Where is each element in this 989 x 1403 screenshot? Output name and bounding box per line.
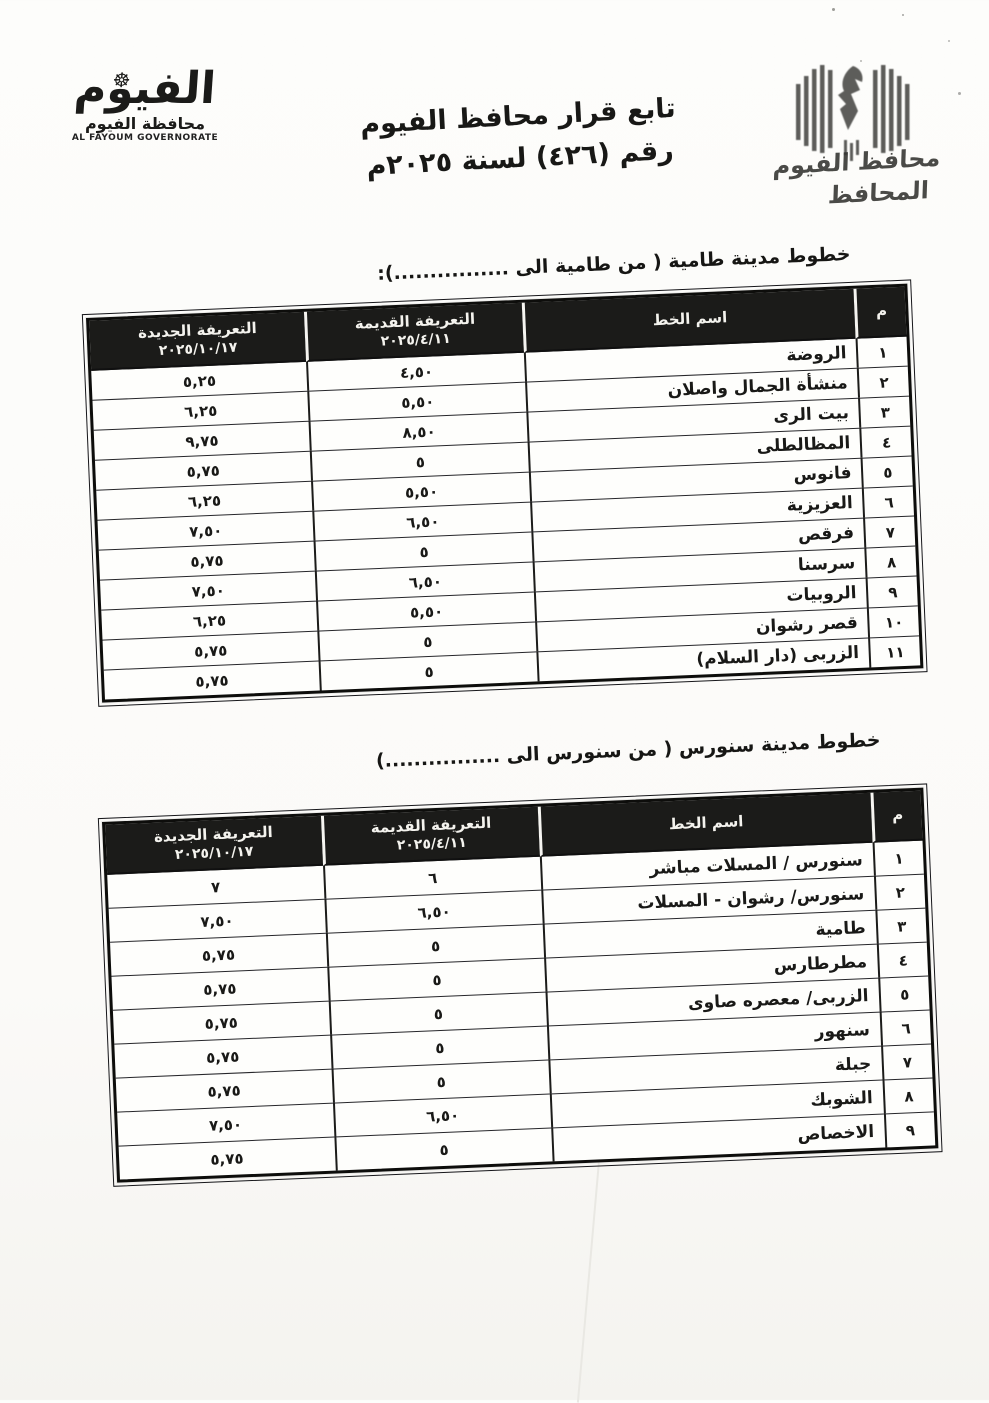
logo-calligraphy-text: الفيوم — [72, 63, 218, 114]
header-new-tariff: التعريفة الجديدة ٢٠٢٥/١٠/١٧ — [105, 815, 323, 876]
tamiya-lines-table-wrap: م اسم الخط التعريفة القديمة ٢٠٢٥/٤/١١ ال… — [81, 279, 928, 708]
sinnuris-lines-table-wrap: م اسم الخط التعريفة القديمة ٢٠٢٥/٤/١١ ال… — [97, 783, 943, 1188]
section-title-sinnuris: خطوط مدينة سنورس ( من سنورس الى ........… — [375, 729, 881, 773]
section-title-tamiya: خطوط مدينة طامية ( من طامية الى ........… — [376, 243, 851, 285]
header-new-tariff: التعريفة الجديدة ٢٠٢٥/١٠/١٧ — [89, 311, 307, 372]
row-index-cell: ١١ — [868, 635, 921, 668]
row-index-cell: ٥ — [877, 975, 930, 1012]
handwritten-stamp: محافظ الفيوم المحافظ — [747, 140, 965, 216]
row-index-cell: ٨ — [881, 1077, 934, 1114]
row-index-cell: ١٠ — [867, 605, 920, 638]
row-index-cell: ٦ — [862, 485, 915, 518]
row-index-cell: ٥ — [860, 455, 913, 488]
row-index-cell: ٩ — [883, 1111, 936, 1148]
row-index-cell: ٢ — [857, 365, 909, 398]
row-index-cell: ١ — [872, 840, 924, 876]
row-index-cell: ٤ — [859, 425, 912, 458]
governorate-name-english: AL FAYOUM GOVERNORATE — [71, 133, 219, 144]
row-index-cell: ٤ — [876, 941, 929, 978]
row-index-cell: ٩ — [865, 575, 918, 608]
row-index-cell: ٦ — [879, 1009, 932, 1046]
governorate-name-arabic: محافظة الفيوم — [84, 114, 206, 134]
document-title: تابع قرار محافظ الفيوم رقم (٤٢٦) لسنة ٢٠… — [316, 86, 722, 191]
governorate-logo: الفيوم ☸ محافظة الفيوم AL FAYOUM GOVERNO… — [56, 63, 233, 144]
row-index-cell: ١ — [855, 336, 908, 369]
header-old-tariff: التعريفة القديمة ٢٠٢٥/٤/١١ — [320, 806, 540, 867]
eagle-emblem-icon — [778, 40, 928, 172]
governorate-logo-calligraphy: الفيوم ☸ — [56, 63, 233, 114]
row-index-cell: ٨ — [864, 545, 917, 578]
header-index: م — [853, 286, 907, 340]
sinnuris-lines-table: م اسم الخط التعريفة القديمة ٢٠٢٥/٤/١١ ال… — [97, 783, 943, 1188]
row-index-cell: ٧ — [880, 1043, 933, 1080]
row-index-cell: ٢ — [873, 873, 926, 910]
tamiya-lines-table: م اسم الخط التعريفة القديمة ٢٠٢٥/٤/١١ ال… — [81, 279, 928, 708]
ship-wheel-icon: ☸ — [111, 68, 131, 92]
header-index: م — [869, 790, 923, 844]
row-index-cell: ٣ — [874, 907, 927, 944]
row-index-cell: ٣ — [858, 395, 911, 428]
header-old-tariff: التعريفة القديمة ٢٠٢٥/٤/١١ — [304, 302, 524, 363]
row-index-cell: ٧ — [863, 515, 916, 548]
